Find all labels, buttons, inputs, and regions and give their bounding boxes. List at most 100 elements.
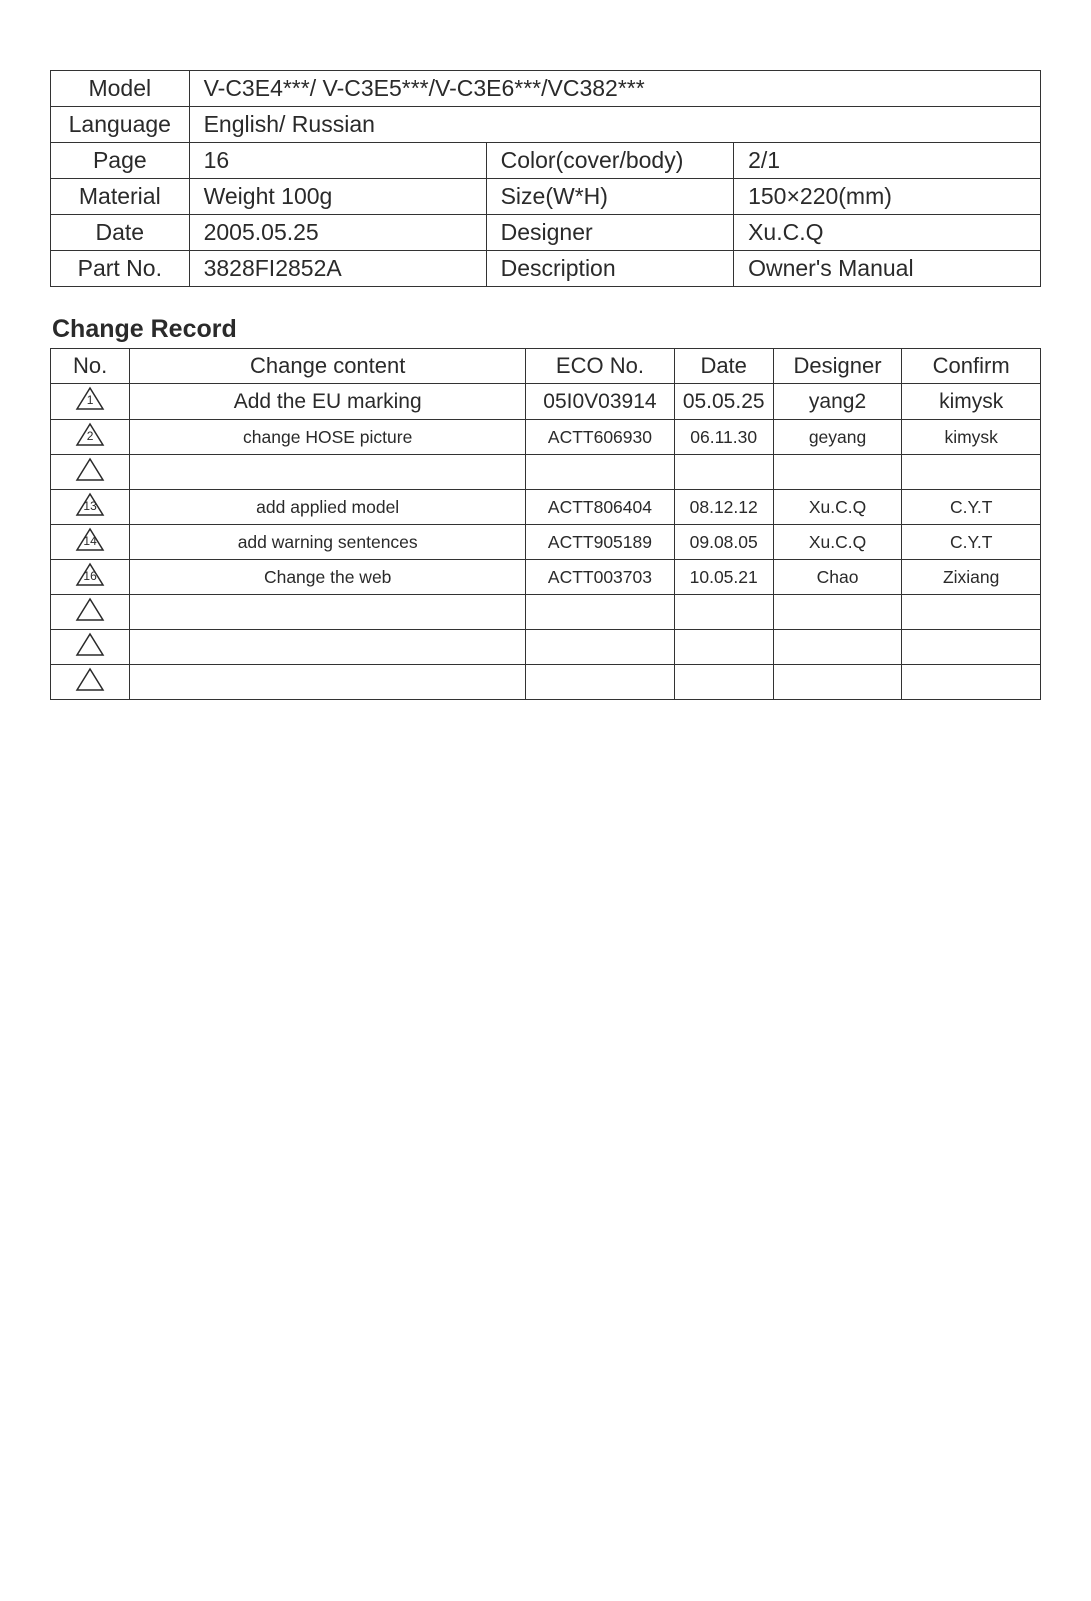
row-designer-cell: yang2 — [773, 384, 902, 420]
row-no-cell — [51, 630, 130, 665]
row-eco-cell — [526, 595, 675, 630]
row-date-cell: 08.12.12 — [674, 490, 773, 525]
description-label: Description — [486, 251, 734, 287]
row-designer-cell: Xu.C.Q — [773, 490, 902, 525]
size-label: Size(W*H) — [486, 179, 734, 215]
model-label: Model — [51, 71, 190, 107]
row-designer-cell — [773, 630, 902, 665]
triangle-number: 1 — [75, 394, 105, 406]
date-label: Date — [51, 215, 190, 251]
info-row-page: Page 16 Color(cover/body) 2/1 — [51, 143, 1041, 179]
row-designer-cell: Chao — [773, 560, 902, 595]
change-row: 13 add applied modelACTT80640408.12.12Xu.… — [51, 490, 1041, 525]
change-row: 2change HOSE pictureACTT60693006.11.30ge… — [51, 420, 1041, 455]
triangle-icon: 13 — [75, 492, 105, 517]
header-confirm: Confirm — [902, 349, 1041, 384]
row-date-cell: 09.08.05 — [674, 525, 773, 560]
triangle-number: 13 — [75, 500, 105, 512]
row-date-cell — [674, 595, 773, 630]
row-confirm-cell: kimysk — [902, 420, 1041, 455]
change-row: 16 Change the webACTT00370310.05.21ChaoZi… — [51, 560, 1041, 595]
triangle-icon: 2 — [75, 422, 105, 447]
row-eco-cell: ACTT806404 — [526, 490, 675, 525]
header-date: Date — [674, 349, 773, 384]
row-eco-cell: 05I0V03914 — [526, 384, 675, 420]
row-no-cell: 14 — [51, 525, 130, 560]
material-value: Weight 100g — [189, 179, 486, 215]
row-date-cell — [674, 455, 773, 490]
change-row — [51, 665, 1041, 700]
info-row-model: Model V-C3E4***/ V-C3E5***/V-C3E6***/VC3… — [51, 71, 1041, 107]
row-eco-cell: ACTT003703 — [526, 560, 675, 595]
change-row — [51, 455, 1041, 490]
color-value: 2/1 — [734, 143, 1041, 179]
change-row: 1 Add the EU marking05I0V0391405.05.25yan… — [51, 384, 1041, 420]
row-designer-cell — [773, 665, 902, 700]
change-record-title: Change Record — [50, 315, 1041, 344]
header-content: Change content — [130, 349, 526, 384]
triangle-icon — [75, 597, 105, 622]
row-content-cell: add applied model — [130, 490, 526, 525]
info-table: Model V-C3E4***/ V-C3E5***/V-C3E6***/VC3… — [50, 70, 1041, 287]
header-no: No. — [51, 349, 130, 384]
change-record-table: No. Change content ECO No. Date Designer… — [50, 348, 1041, 700]
row-eco-cell — [526, 455, 675, 490]
row-content-cell: Change the web — [130, 560, 526, 595]
page-label: Page — [51, 143, 190, 179]
row-no-cell: 16 — [51, 560, 130, 595]
row-designer-cell: Xu.C.Q — [773, 525, 902, 560]
size-value: 150×220(mm) — [734, 179, 1041, 215]
partno-value: 3828FI2852A — [189, 251, 486, 287]
row-confirm-cell — [902, 665, 1041, 700]
triangle-icon: 16 — [75, 562, 105, 587]
row-date-cell — [674, 630, 773, 665]
row-content-cell: add warning sentences — [130, 525, 526, 560]
row-content-cell — [130, 630, 526, 665]
row-confirm-cell: C.Y.T — [902, 525, 1041, 560]
row-confirm-cell — [902, 630, 1041, 665]
row-eco-cell — [526, 630, 675, 665]
row-date-cell: 06.11.30 — [674, 420, 773, 455]
date-value: 2005.05.25 — [189, 215, 486, 251]
triangle-icon — [75, 457, 105, 482]
row-no-cell: 1 — [51, 384, 130, 420]
description-value: Owner's Manual — [734, 251, 1041, 287]
row-no-cell: 13 — [51, 490, 130, 525]
header-eco: ECO No. — [526, 349, 675, 384]
row-confirm-cell: C.Y.T — [902, 490, 1041, 525]
info-row-material: Material Weight 100g Size(W*H) 150×220(m… — [51, 179, 1041, 215]
row-date-cell: 10.05.21 — [674, 560, 773, 595]
row-content-cell — [130, 455, 526, 490]
row-no-cell — [51, 665, 130, 700]
row-designer-cell — [773, 455, 902, 490]
model-value: V-C3E4***/ V-C3E5***/V-C3E6***/VC382*** — [189, 71, 1040, 107]
language-value: English/ Russian — [189, 107, 1040, 143]
page-value: 16 — [189, 143, 486, 179]
row-no-cell — [51, 455, 130, 490]
row-date-cell: 05.05.25 — [674, 384, 773, 420]
row-content-cell — [130, 595, 526, 630]
row-date-cell — [674, 665, 773, 700]
triangle-icon — [75, 667, 105, 692]
row-no-cell — [51, 595, 130, 630]
info-row-language: Language English/ Russian — [51, 107, 1041, 143]
row-confirm-cell — [902, 455, 1041, 490]
triangle-icon: 14 — [75, 527, 105, 552]
row-content-cell: change HOSE picture — [130, 420, 526, 455]
change-row — [51, 630, 1041, 665]
row-content-cell: Add the EU marking — [130, 384, 526, 420]
row-designer-cell: geyang — [773, 420, 902, 455]
change-row: 14 add warning sentencesACTT90518909.08.0… — [51, 525, 1041, 560]
change-header-row: No. Change content ECO No. Date Designer… — [51, 349, 1041, 384]
partno-label: Part No. — [51, 251, 190, 287]
material-label: Material — [51, 179, 190, 215]
triangle-icon — [75, 632, 105, 657]
triangle-number: 14 — [75, 535, 105, 547]
info-row-date: Date 2005.05.25 Designer Xu.C.Q — [51, 215, 1041, 251]
row-eco-cell — [526, 665, 675, 700]
designer-label: Designer — [486, 215, 734, 251]
row-eco-cell: ACTT905189 — [526, 525, 675, 560]
info-row-partno: Part No. 3828FI2852A Description Owner's… — [51, 251, 1041, 287]
row-confirm-cell: Zixiang — [902, 560, 1041, 595]
row-no-cell: 2 — [51, 420, 130, 455]
